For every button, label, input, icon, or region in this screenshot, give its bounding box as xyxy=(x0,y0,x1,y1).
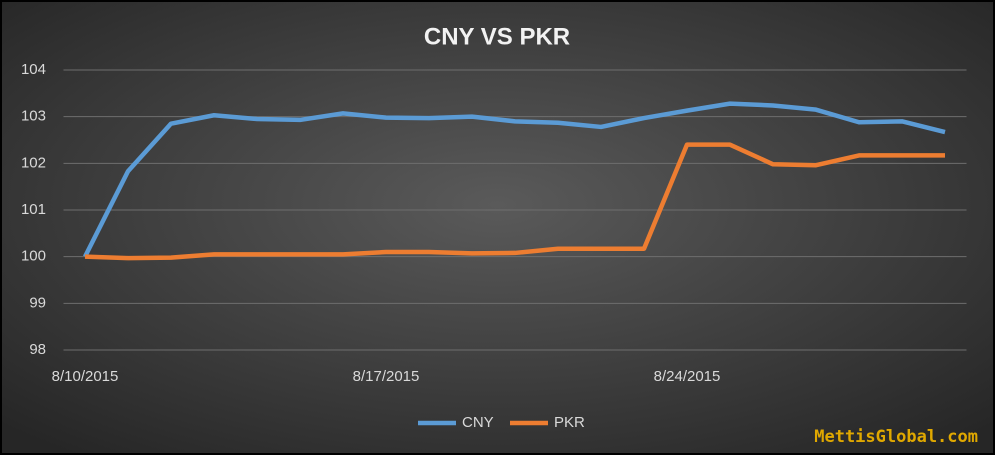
y-tick-label: 103 xyxy=(21,108,46,125)
x-tick-label: 8/17/2015 xyxy=(353,368,420,385)
series-line xyxy=(84,142,945,261)
x-tick-label: 8/10/2015 xyxy=(52,368,119,385)
y-tick-label: 101 xyxy=(21,201,46,218)
y-tick-label: 104 xyxy=(21,61,46,78)
y-tick-label: 102 xyxy=(21,154,46,171)
y-tick-label: 99 xyxy=(29,294,46,311)
x-tick-label: 8/24/2015 xyxy=(654,368,721,385)
series-line xyxy=(82,101,946,258)
legend-label: PKR xyxy=(554,414,585,431)
legend-label: CNY xyxy=(462,414,494,431)
y-tick-label: 100 xyxy=(21,248,46,265)
chart-title: CNY VS PKR xyxy=(424,23,570,50)
y-tick-label: 98 xyxy=(29,341,46,358)
watermark: MettisGlobal.com xyxy=(814,427,978,447)
